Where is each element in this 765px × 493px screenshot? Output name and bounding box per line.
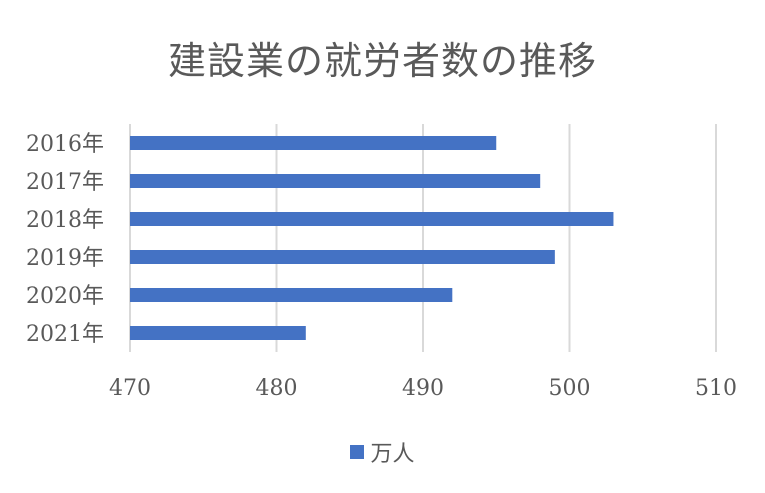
bar [130,250,555,264]
legend-swatch [350,445,365,459]
legend: 万人 [0,436,765,468]
category-label: 2021年 [26,322,104,347]
x-tick-label: 490 [402,376,444,401]
bar [130,174,541,188]
category-label: 2019年 [26,246,104,271]
gridlines [129,124,717,352]
bar [130,288,453,302]
category-labels: 2016年 2017年 2018年 2019年 2020年 2021年 [26,132,104,347]
x-tick-label: 470 [109,376,151,401]
category-label: 2016年 [26,132,104,157]
category-label: 2020年 [26,284,104,309]
category-label: 2018年 [26,208,104,233]
legend-label: 万人 [370,442,415,467]
x-tick-labels: 470 480 490 500 510 [109,376,737,401]
category-label: 2017年 [26,170,104,195]
x-tick-label: 480 [256,376,298,401]
x-tick-label: 500 [549,376,591,401]
bar [130,326,306,340]
bar [130,136,497,150]
bars [130,136,614,340]
bar [130,212,614,226]
chart-title: 建設業の就労者数の推移 [167,39,597,83]
x-tick-label: 510 [695,376,737,401]
